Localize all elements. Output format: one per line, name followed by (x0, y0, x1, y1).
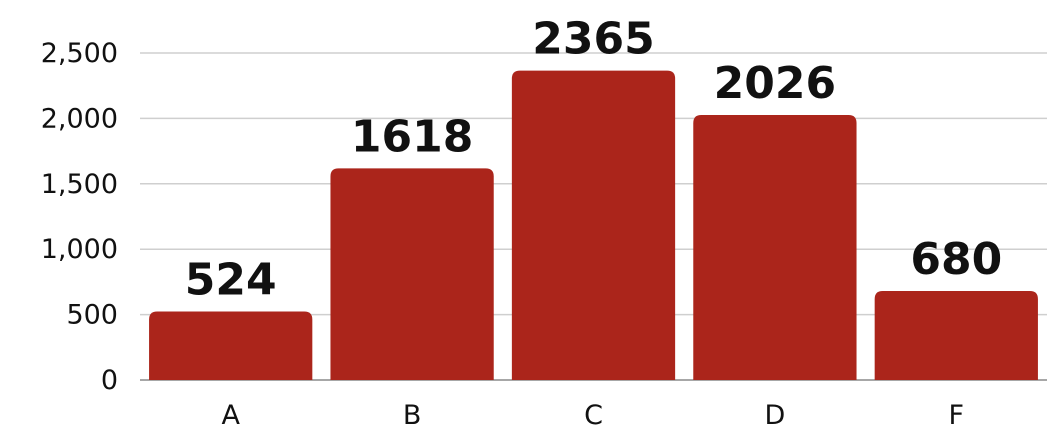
bar-d (693, 114, 857, 380)
x-tick-label: B (403, 400, 422, 428)
x-tick-label: A (221, 400, 240, 428)
data-labels: 524 1618 2365 2026 680 (185, 14, 1002, 306)
bar-c (511, 70, 676, 381)
x-tick-label: D (765, 400, 786, 428)
bar-f (874, 291, 1038, 380)
y-axis-tick-labels: 0 500 1,000 1,500 2,000 2,500 (41, 38, 118, 396)
bar-a (149, 311, 313, 380)
x-tick-label: F (949, 400, 965, 428)
data-label: 1618 (351, 111, 473, 162)
data-label: 2365 (532, 14, 654, 65)
y-tick-label: 1,000 (41, 234, 118, 265)
y-tick-label: 500 (66, 300, 118, 331)
data-label: 2026 (714, 58, 836, 109)
data-label: 680 (910, 234, 1002, 285)
y-tick-label: 1,500 (41, 169, 118, 200)
y-tick-label: 0 (101, 365, 118, 396)
bars (149, 70, 1038, 381)
data-label: 524 (185, 254, 277, 305)
y-tick-label: 2,000 (41, 103, 118, 134)
y-tick-label: 2,500 (41, 38, 118, 69)
bar-b (330, 168, 494, 380)
x-tick-label: C (584, 400, 603, 428)
